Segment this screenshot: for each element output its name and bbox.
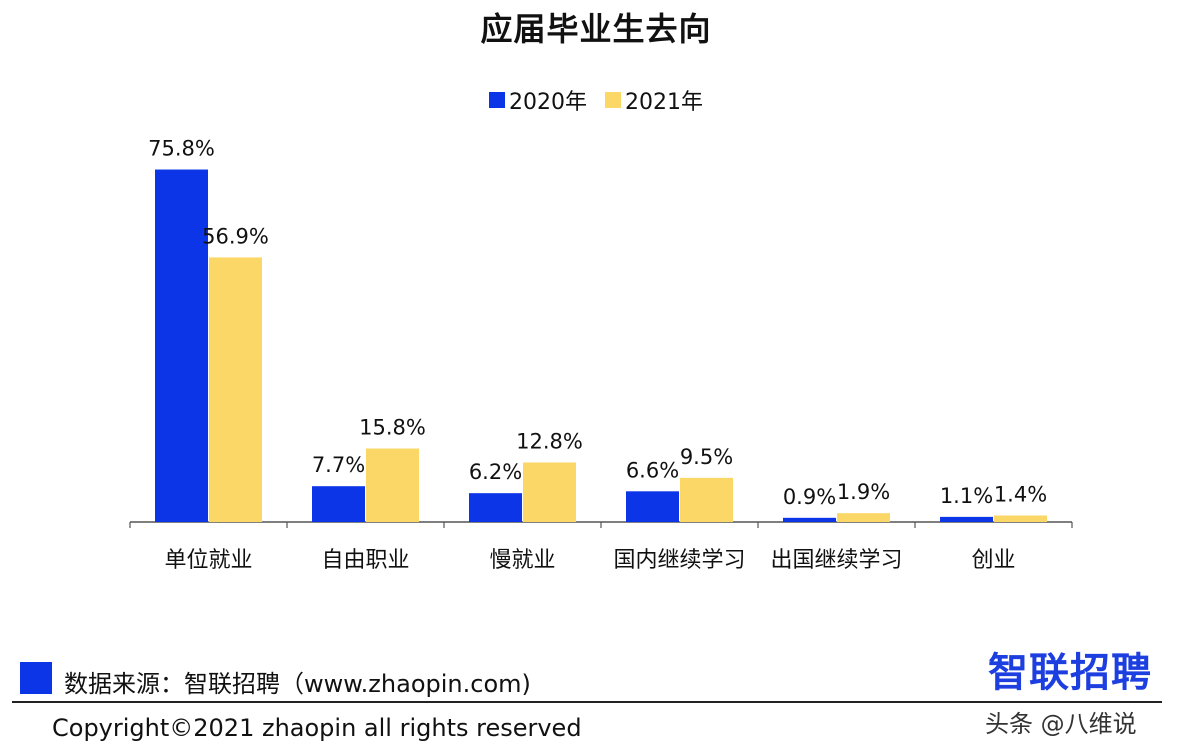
bar-2021 bbox=[209, 257, 262, 522]
legend-swatch-2020 bbox=[489, 92, 505, 108]
bar-2021 bbox=[680, 477, 733, 522]
data-label: 1.1% bbox=[940, 484, 993, 508]
x-tick-label: 慢就业 bbox=[489, 548, 555, 573]
chart-legend: 2020年 2021年 bbox=[0, 84, 1192, 116]
bar-chart: 75.8% 56.9% 单位就业 7.7% 15.8% 自由职业 6.2% 12.8% 慢就业 6… bbox=[129, 137, 1073, 573]
data-source: 数据来源：智联招聘（www.zhaopin.com) bbox=[64, 670, 531, 698]
legend-swatch-2021 bbox=[605, 92, 621, 108]
legend-item-2020: 2020年 bbox=[489, 84, 587, 116]
data-label: 1.9% bbox=[837, 480, 890, 504]
data-label: 6.2% bbox=[469, 460, 522, 484]
copyright-text: Copyright©2021 zhaopin all rights reserv… bbox=[52, 714, 582, 742]
source-color-box bbox=[20, 662, 52, 694]
x-tick-label: 创业 bbox=[971, 548, 1015, 573]
data-label: 15.8% bbox=[359, 416, 426, 440]
data-label: 0.9% bbox=[783, 485, 836, 509]
legend-item-2021: 2021年 bbox=[605, 84, 703, 116]
x-tick-label: 自由职业 bbox=[321, 548, 409, 573]
x-tick-label: 单位就业 bbox=[164, 548, 252, 573]
bar-2020 bbox=[940, 516, 993, 522]
data-label: 1.4% bbox=[994, 482, 1047, 506]
bar-2021 bbox=[523, 462, 576, 522]
x-tick-label: 国内继续学习 bbox=[613, 548, 745, 573]
legend-label-2021: 2021年 bbox=[625, 90, 703, 115]
bar-2020 bbox=[626, 491, 679, 522]
footer-divider bbox=[12, 701, 1162, 703]
chart-title: 应届毕业生去向 bbox=[480, 10, 712, 48]
brand-logo: 智联招聘 bbox=[988, 650, 1152, 696]
bar-2021 bbox=[366, 448, 419, 522]
data-label: 56.9% bbox=[202, 224, 269, 248]
bar-2020 bbox=[155, 169, 208, 522]
bar-2020 bbox=[312, 486, 365, 522]
data-label: 9.5% bbox=[680, 445, 733, 469]
bar-2020 bbox=[783, 517, 836, 522]
data-label: 75.8% bbox=[148, 137, 215, 161]
x-tick-label: 出国继续学习 bbox=[770, 548, 902, 573]
legend-label-2020: 2020年 bbox=[509, 90, 587, 115]
bar-2021 bbox=[837, 513, 890, 522]
watermark: 头条 @八维说 bbox=[985, 710, 1137, 738]
bar-2020 bbox=[469, 493, 522, 522]
bar-2021 bbox=[994, 515, 1047, 522]
data-label: 6.6% bbox=[626, 458, 679, 482]
data-label: 12.8% bbox=[516, 429, 583, 453]
data-label: 7.7% bbox=[312, 453, 365, 477]
